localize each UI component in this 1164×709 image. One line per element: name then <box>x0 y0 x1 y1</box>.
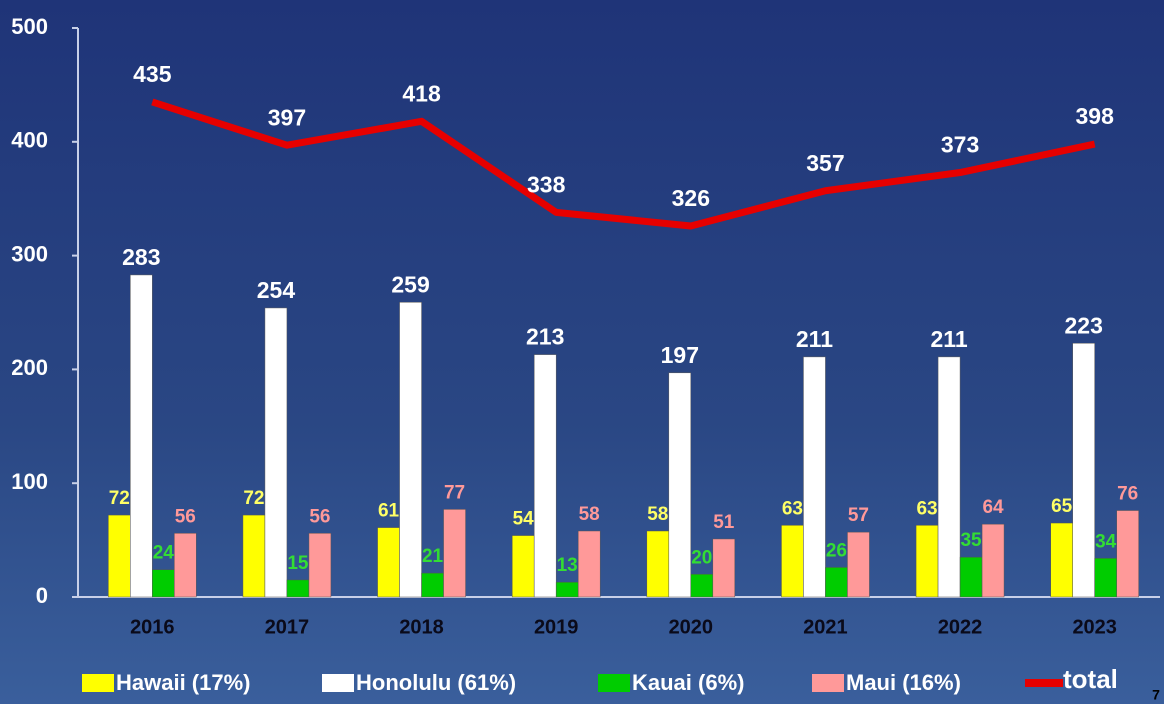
bar <box>825 567 847 597</box>
x-tick-label: 2016 <box>130 616 175 638</box>
data-label: 63 <box>782 498 803 519</box>
data-label: 61 <box>378 501 400 522</box>
x-tick-label: 2023 <box>1072 616 1117 638</box>
data-label: 13 <box>557 555 578 576</box>
bar <box>174 533 196 597</box>
legend-swatch <box>598 674 630 692</box>
bar <box>243 515 265 597</box>
x-tick-label: 2022 <box>938 616 983 638</box>
bar <box>647 531 669 597</box>
data-label: 26 <box>826 540 847 561</box>
data-label: 72 <box>109 488 130 509</box>
bar <box>422 573 444 597</box>
data-label: 56 <box>175 506 196 527</box>
data-label: 211 <box>796 326 833 352</box>
data-label: 24 <box>153 543 175 564</box>
data-label: 63 <box>916 498 937 519</box>
data-label: 57 <box>848 505 869 526</box>
bar <box>444 509 466 597</box>
bar <box>781 525 803 597</box>
x-tick-label: 2019 <box>534 616 579 638</box>
slide-number: 7 <box>1152 687 1160 703</box>
bar <box>982 524 1004 597</box>
data-label: 211 <box>931 326 968 352</box>
y-tick-label: 0 <box>36 583 48 608</box>
data-label: 20 <box>691 547 712 568</box>
data-label: 373 <box>941 132 979 158</box>
legend-label: Maui (16%) <box>846 670 961 695</box>
data-label: 77 <box>444 482 465 503</box>
y-tick-label: 400 <box>11 128 48 153</box>
chart: 7 01002003004005002016201720182019202020… <box>0 0 1164 704</box>
bar <box>669 373 691 597</box>
y-tick-label: 500 <box>11 14 48 39</box>
bar <box>691 574 713 597</box>
bar <box>108 515 130 597</box>
bar <box>287 580 309 597</box>
data-label: 35 <box>960 530 982 551</box>
data-label: 254 <box>257 277 296 303</box>
data-label: 65 <box>1051 496 1073 517</box>
data-label: 58 <box>579 504 600 525</box>
bar <box>713 539 735 597</box>
bar <box>556 582 578 597</box>
bar <box>152 570 174 597</box>
data-label: 435 <box>133 61 172 87</box>
x-tick-label: 2021 <box>803 616 848 638</box>
legend-swatch <box>82 674 114 692</box>
data-label: 259 <box>391 271 429 297</box>
bar <box>265 308 287 597</box>
bar <box>1117 511 1139 597</box>
legend-swatch <box>322 674 354 692</box>
bar <box>847 532 869 597</box>
data-label: 338 <box>527 171 566 197</box>
bar <box>1051 523 1073 597</box>
legend-swatch <box>812 674 844 692</box>
legend-label: Kauai (6%) <box>632 670 744 695</box>
data-label: 54 <box>513 509 535 530</box>
data-label: 197 <box>661 342 699 368</box>
y-tick-label: 300 <box>11 241 48 266</box>
legend-label: Hawaii (17%) <box>116 670 251 695</box>
bar <box>400 302 422 597</box>
data-label: 326 <box>672 185 710 211</box>
y-tick-label: 200 <box>11 355 48 380</box>
data-label: 21 <box>422 546 444 567</box>
bar <box>512 536 534 597</box>
data-label: 418 <box>402 80 441 106</box>
data-label: 357 <box>806 150 844 176</box>
x-tick-label: 2020 <box>669 616 714 638</box>
bar <box>960 557 982 597</box>
bar <box>1073 343 1095 597</box>
x-tick-label: 2017 <box>265 616 310 638</box>
data-label: 64 <box>982 497 1004 518</box>
legend-label: Honolulu (61%) <box>356 670 516 695</box>
y-tick-label: 100 <box>11 469 48 494</box>
data-label: 397 <box>268 104 306 130</box>
data-label: 15 <box>287 553 309 574</box>
x-tick-label: 2018 <box>399 616 444 638</box>
data-label: 213 <box>526 324 564 350</box>
bar <box>916 525 938 597</box>
data-label: 76 <box>1117 484 1138 505</box>
data-label: 51 <box>713 512 735 533</box>
data-label: 223 <box>1065 312 1103 338</box>
data-label: 34 <box>1095 531 1117 552</box>
data-label: 72 <box>243 488 264 509</box>
bar <box>309 533 331 597</box>
bar <box>534 355 556 597</box>
bar <box>378 528 400 597</box>
data-label: 58 <box>647 504 668 525</box>
legend-label: total <box>1063 664 1118 694</box>
bar <box>1095 558 1117 597</box>
bar <box>130 275 152 597</box>
data-label: 398 <box>1076 103 1115 129</box>
bar <box>938 357 960 597</box>
data-label: 283 <box>122 244 160 270</box>
data-label: 56 <box>309 506 330 527</box>
bar <box>578 531 600 597</box>
bar <box>803 357 825 597</box>
